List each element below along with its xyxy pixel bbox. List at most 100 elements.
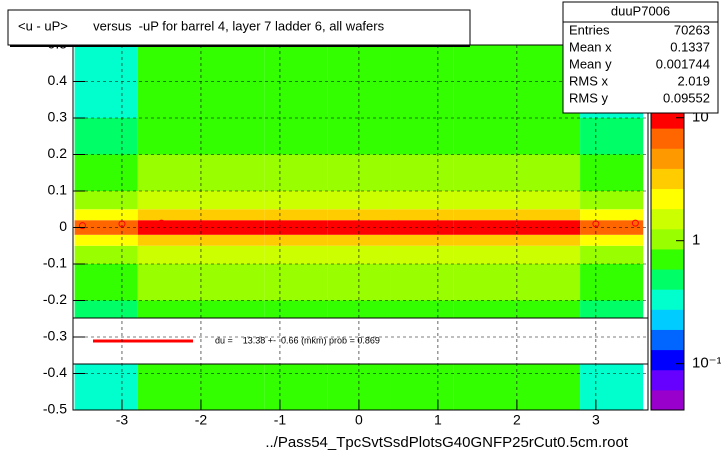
palette-swatch: [651, 369, 684, 391]
heat-cell: [137, 81, 201, 118]
stats-name: Entries: [569, 22, 610, 37]
heat-cell: [264, 264, 328, 301]
palette-swatch: [651, 269, 684, 290]
y-tick-label: -0.5: [43, 401, 67, 417]
heat-cell: [390, 234, 454, 246]
heat-cell: [390, 154, 454, 191]
heat-cell: [580, 154, 644, 191]
profile-point: [513, 220, 521, 228]
x-tick-label: -2: [195, 412, 208, 428]
heat-cell: [137, 209, 201, 221]
heat-cell: [516, 234, 581, 246]
heat-cell: [264, 234, 328, 246]
palette-swatch: [651, 389, 684, 411]
chart-title: <u - uP> versus -uP for barrel 4, layer …: [18, 18, 385, 33]
heat-cell: [200, 81, 265, 118]
palette-swatch: [651, 349, 684, 371]
heat-cell: [453, 118, 517, 155]
heat-cell: [137, 154, 201, 191]
profile-point: [118, 220, 126, 228]
x-tick-label: 3: [592, 412, 600, 428]
x-tick-label: 2: [513, 412, 521, 428]
heat-cell: [390, 81, 454, 118]
heat-cell: [327, 264, 391, 301]
profile-point: [434, 220, 442, 228]
profile-point: [157, 219, 165, 227]
heat-cell: [390, 209, 454, 221]
heat-cell: [580, 245, 644, 264]
heat-cell: [200, 191, 265, 210]
heat-cell: [200, 264, 265, 301]
y-tick-label: -0.4: [43, 364, 67, 380]
heat-cell: [264, 209, 328, 221]
stats-value: 0.001744: [656, 56, 710, 71]
heat-cell: [516, 373, 581, 410]
palette-swatch: [651, 128, 684, 149]
heat-cell: [137, 373, 201, 410]
heat-cell: [74, 234, 138, 246]
heat-cell: [74, 209, 138, 221]
palette-swatch: [651, 329, 684, 351]
heat-cell: [74, 373, 138, 410]
palette-swatch: [651, 228, 684, 250]
heat-cell: [580, 118, 644, 155]
heat-cell: [74, 81, 138, 118]
fit-legend-text: du = 13.38 +- 0.66 (mkm) prob = 0.869: [215, 335, 380, 345]
y-tick-label: 0.3: [48, 109, 68, 125]
heat-cell: [453, 245, 517, 264]
heat-cell: [516, 154, 581, 191]
y-tick-label: 0.4: [48, 72, 68, 88]
heat-cell: [390, 245, 454, 264]
heat-cell: [453, 81, 517, 118]
y-tick-label: 0.1: [48, 182, 68, 198]
profile-point: [236, 221, 244, 229]
heat-cell: [327, 234, 391, 246]
heat-cell: [74, 264, 138, 301]
heat-cell: [580, 373, 644, 410]
heat-cell: [200, 373, 265, 410]
palette-swatch: [651, 188, 684, 210]
stats-value: 0.09552: [663, 90, 710, 105]
heat-cell: [74, 191, 138, 210]
heat-cell: [453, 45, 517, 82]
heat-cell: [390, 118, 454, 155]
profile-point: [473, 221, 481, 229]
heat-cell: [516, 118, 581, 155]
x-tick-label: 1: [434, 412, 442, 428]
heat-cell: [264, 81, 328, 118]
heat-cell: [390, 264, 454, 301]
heat-cell: [74, 154, 138, 191]
heat-cell: [327, 245, 391, 264]
heat-cell: [453, 234, 517, 246]
x-tick-label: -1: [274, 412, 287, 428]
heat-cell: [137, 45, 201, 82]
palette-swatch: [651, 168, 684, 190]
heat-cell: [200, 245, 265, 264]
heat-cell: [580, 264, 644, 301]
stats-name: RMS x: [569, 73, 609, 88]
heat-cell: [453, 154, 517, 191]
heat-cell: [74, 45, 138, 82]
palette-swatch: [651, 309, 684, 330]
y-tick-label: -0.1: [43, 255, 67, 271]
stats-value: 70263: [674, 22, 710, 37]
heat-cell: [516, 245, 581, 264]
heat-cell: [200, 234, 265, 246]
heat-cell: [453, 373, 517, 410]
heat-cell: [200, 220, 265, 235]
profile-point: [592, 220, 600, 228]
stats-title: duuP7006: [611, 3, 670, 18]
heat-cell: [137, 245, 201, 264]
stats-name: RMS y: [569, 90, 609, 105]
heat-cell: [264, 245, 328, 264]
palette-swatch: [651, 289, 684, 310]
heat-cell: [264, 154, 328, 191]
heat-cell: [453, 220, 517, 235]
heat-cell: [200, 209, 265, 221]
heat-cell: [200, 118, 265, 155]
heat-cell: [264, 373, 328, 410]
heat-cell: [137, 264, 201, 301]
heat-cell: [264, 118, 328, 155]
heat-cell: [200, 154, 265, 191]
